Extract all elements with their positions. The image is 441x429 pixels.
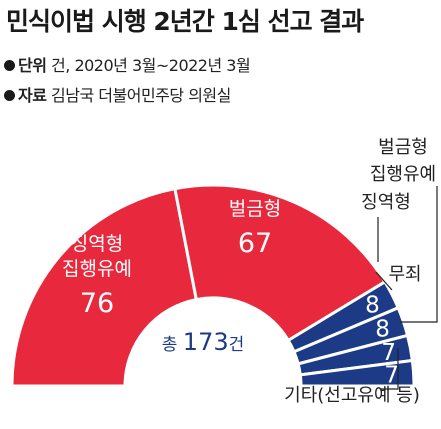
slice-label-0: 징역형: [71, 233, 123, 255]
callout-line-3: [375, 271, 393, 291]
slice-5: [298, 359, 416, 388]
unit-value: 건, 2020년 3월~2022년 3월: [51, 56, 251, 75]
slice-value-4: 7: [381, 340, 396, 366]
slice-label-4-line-1: 집행유예: [370, 164, 436, 185]
source-note: 자료 김남국 더불어민주당 의원실: [4, 82, 231, 106]
slice-label-1: 벌금형: [229, 198, 281, 220]
unit-note: 단위 건, 2020년 3월~2022년 3월: [4, 52, 251, 76]
bullet-dot-icon: [4, 90, 15, 101]
slice-value-0: 76: [80, 288, 114, 319]
slice-label-0: 집행유예: [62, 258, 132, 280]
slice-0: [10, 187, 198, 388]
slice-label-3: 무죄: [388, 264, 421, 285]
slice-value-1: 67: [238, 228, 272, 259]
bullet-dot-icon: [4, 60, 15, 71]
total-label: 총 173건: [162, 328, 245, 356]
slice-1: [173, 183, 387, 342]
slices: [10, 183, 416, 388]
source-label: 자료: [18, 86, 47, 105]
callout-line-4: [400, 186, 438, 323]
unit-label: 단위: [18, 56, 47, 75]
slice-value-5: 7: [384, 363, 399, 389]
page-title: 민식이법 시행 2년간 1심 선고 결과: [6, 7, 364, 36]
slice-label-2: 징역형: [361, 192, 411, 213]
callout-line-5: [380, 348, 399, 390]
slice-value-3: 8: [375, 317, 390, 343]
slice-label-5: 기타(선고유예 등): [284, 385, 420, 406]
source-value: 김남국 더불어민주당 의원실: [51, 86, 231, 105]
slice-value-2: 8: [365, 293, 380, 319]
slice-label-4-line-0: 벌금형: [378, 137, 428, 158]
